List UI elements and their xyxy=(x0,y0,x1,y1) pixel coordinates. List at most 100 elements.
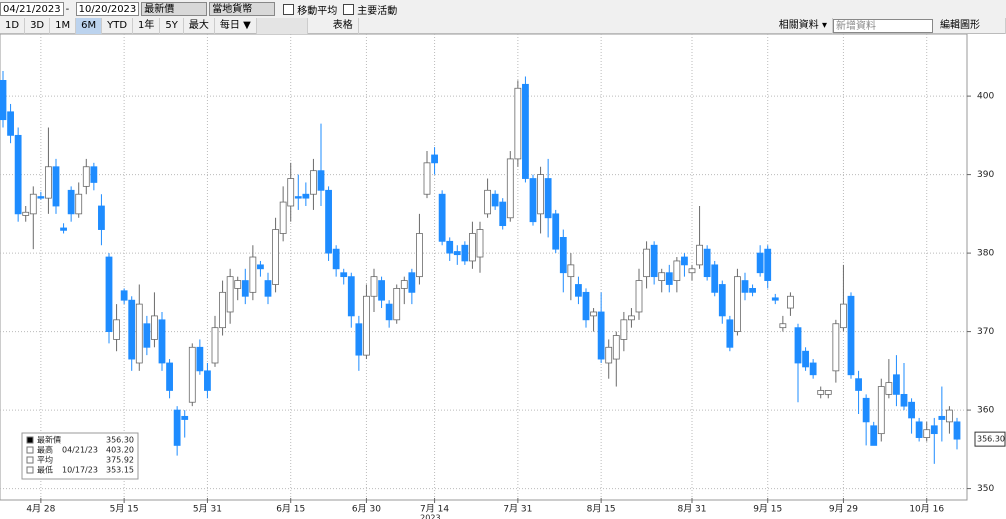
table-button[interactable]: 表格 xyxy=(328,17,359,34)
frequency[interactable]: 每日 ▼ xyxy=(215,17,257,34)
range-button[interactable]: 6M xyxy=(76,17,103,34)
candle-body xyxy=(885,382,893,395)
y-tick-label: 390 xyxy=(977,170,994,180)
edit[interactable]: 編輯圖形 xyxy=(935,17,1006,34)
candle-body xyxy=(14,134,22,215)
candle-body xyxy=(272,229,279,285)
candle-body xyxy=(529,178,537,223)
x-tick-label: 4月 28 xyxy=(26,504,55,515)
candle-body xyxy=(915,421,923,438)
range-button[interactable]: 1M xyxy=(50,17,77,34)
y-tick-label: 370 xyxy=(977,327,994,337)
candle-body xyxy=(75,193,83,215)
events[interactable]: 主要活動 xyxy=(357,5,398,17)
candle-body xyxy=(317,170,325,191)
candle-body xyxy=(98,205,105,230)
candle-body xyxy=(257,264,264,270)
add-data[interactable]: 新增資料 xyxy=(833,18,933,33)
candle-body xyxy=(211,327,219,364)
legend-date: 04/21/23 xyxy=(62,446,98,455)
candle-body xyxy=(461,244,469,262)
range-bar: 1D 3D 1M 6M YTD 1年 5Y 最大 每日 ▼ 表格 相關資料 ▾ 新增資料 編輯… xyxy=(0,17,1006,34)
candle-body xyxy=(279,201,287,234)
candle-body xyxy=(703,248,711,278)
checkbox[interactable] xyxy=(343,3,355,15)
candle-body xyxy=(196,346,204,372)
range-button[interactable]: 最大 xyxy=(184,17,215,34)
legend-icon xyxy=(26,466,34,474)
candle-body xyxy=(893,374,900,395)
toolbar: 04/21/2023 - 10/20/2023 最新價 當地貨幣 移動平均 主要… xyxy=(0,0,1006,18)
candle-body xyxy=(60,227,67,231)
candle-body xyxy=(128,299,136,360)
candle-body xyxy=(370,276,378,297)
candle-body xyxy=(840,303,847,329)
moving-average[interactable]: 移動平均 xyxy=(297,5,338,17)
candle-body xyxy=(241,280,249,297)
currency-select[interactable]: 當地貨幣 xyxy=(209,2,276,16)
candle-body xyxy=(711,264,719,293)
candle-body xyxy=(45,166,52,199)
candle-body xyxy=(400,280,408,289)
range-button[interactable]: YTD xyxy=(102,17,134,34)
x-tick-label: 8月 15 xyxy=(587,504,616,515)
candle-body xyxy=(802,350,809,368)
checkbox[interactable] xyxy=(283,3,295,15)
candle-body xyxy=(597,311,605,360)
legend-label: 最高 xyxy=(37,445,53,455)
candle-body xyxy=(294,196,302,199)
candle-body xyxy=(544,178,552,219)
range-button[interactable]: 1年 xyxy=(133,17,161,34)
candle-body xyxy=(771,297,779,301)
candle-body xyxy=(506,158,514,219)
range-button[interactable]: 5Y xyxy=(160,17,184,34)
candle-body xyxy=(605,346,613,364)
x-tick-label: 7月 14 xyxy=(420,504,449,515)
candle-body xyxy=(90,166,98,183)
legend-label: 平均 xyxy=(37,455,53,465)
candle-body xyxy=(832,323,840,372)
candle-body xyxy=(325,189,332,254)
candle-body xyxy=(226,276,234,313)
x-tick-label: 7月 31 xyxy=(503,504,532,515)
start-date[interactable]: 04/21/2023 xyxy=(0,2,64,16)
candle-body xyxy=(612,335,620,360)
legend-icon xyxy=(26,446,34,454)
end-date[interactable]: 10/20/2023 xyxy=(75,2,140,16)
candle-body xyxy=(923,429,931,438)
x-axis-label: 2023 xyxy=(420,514,440,519)
last-price-box xyxy=(974,431,1006,447)
candle-body xyxy=(764,248,772,281)
candle-body xyxy=(469,233,476,262)
candle-body xyxy=(628,315,635,321)
x-tick-label: 6月 15 xyxy=(276,504,305,515)
legend-icon xyxy=(26,456,34,464)
range-button[interactable]: 1D xyxy=(0,17,26,34)
candle-body xyxy=(749,288,756,293)
candle-body xyxy=(431,154,438,164)
candle-body xyxy=(665,272,673,285)
candle-body xyxy=(794,327,802,364)
legend-box xyxy=(21,432,139,480)
field-select[interactable]: 最新價 xyxy=(141,2,208,16)
candle-body xyxy=(552,213,560,250)
candle-body xyxy=(658,272,666,281)
candle-body xyxy=(113,319,120,340)
range-button[interactable]: 3D xyxy=(25,17,51,34)
candle-body xyxy=(249,256,257,293)
legend-value: 403.20 xyxy=(106,446,134,455)
candle-body xyxy=(590,311,597,317)
candle-body xyxy=(734,276,741,332)
related[interactable]: 相關資料 ▾ xyxy=(774,17,833,34)
x-tick-label: 6月 30 xyxy=(352,504,381,515)
candle-body xyxy=(870,425,878,446)
candle-body xyxy=(537,174,544,215)
candle-body xyxy=(522,83,529,179)
candle-body xyxy=(22,211,30,216)
candle-body xyxy=(877,386,885,435)
legend-value: 353.15 xyxy=(106,466,134,475)
candle-body xyxy=(363,295,370,356)
y-tick-label: 400 xyxy=(977,92,994,102)
candle-body xyxy=(953,421,961,440)
